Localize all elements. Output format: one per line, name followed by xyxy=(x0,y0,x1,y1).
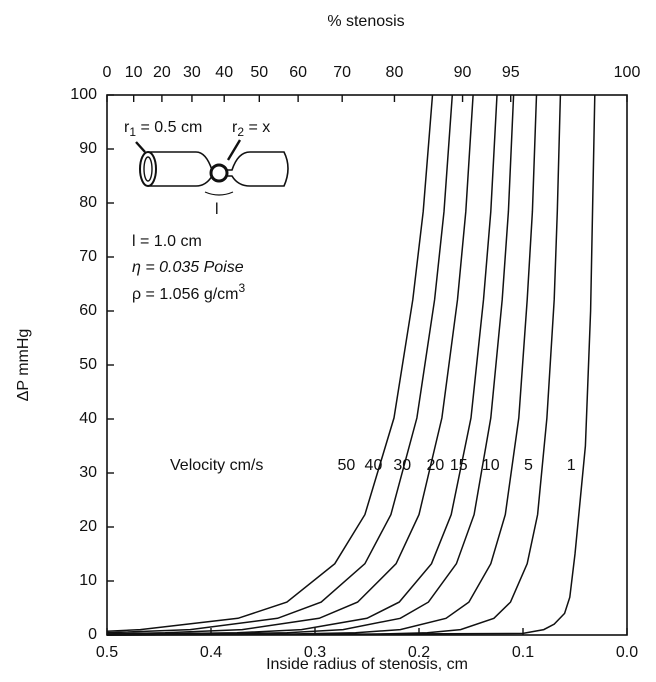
series-label: 20 xyxy=(426,457,444,474)
x2-tick-label: 10 xyxy=(125,64,143,81)
series-line xyxy=(106,94,498,636)
y-tick-label: 90 xyxy=(79,140,97,157)
series-label: 15 xyxy=(450,457,468,474)
x-tick-label: 0.5 xyxy=(96,644,118,661)
legend-title: Velocity cm/s xyxy=(170,457,263,474)
y-tick-label: 80 xyxy=(79,194,97,211)
x-tick-label: 0.4 xyxy=(200,644,222,661)
x2-tick-label: 30 xyxy=(183,64,201,81)
series-line xyxy=(106,94,474,635)
x2-tick-label: 60 xyxy=(289,64,307,81)
x2-tick-label: 95 xyxy=(502,64,520,81)
x-tick-label: 0.2 xyxy=(408,644,430,661)
y-tick-label: 60 xyxy=(79,302,97,319)
x2-tick-label: 50 xyxy=(250,64,268,81)
x2-tick-label: 100 xyxy=(614,64,641,81)
y-tick-label: 40 xyxy=(79,410,97,427)
x2-tick-label: 20 xyxy=(153,64,171,81)
series-line xyxy=(106,94,596,636)
x2-tick-label: 0 xyxy=(103,64,112,81)
x-tick-label: 0.0 xyxy=(616,644,638,661)
series-label: 30 xyxy=(393,457,411,474)
series-label: 5 xyxy=(524,457,533,474)
series-label: 40 xyxy=(365,457,383,474)
series-label: 50 xyxy=(338,457,356,474)
inset-r1: r1 = 0.5 cm xyxy=(124,119,202,139)
plot-frame xyxy=(106,94,628,636)
y-tick-label: 70 xyxy=(79,248,97,265)
inset-length-mark: l xyxy=(215,201,219,218)
series-label: 1 xyxy=(567,457,576,474)
x2-tick-label: 80 xyxy=(386,64,404,81)
chart-title: % stenosis xyxy=(327,13,404,30)
series-line xyxy=(106,94,515,636)
series-line xyxy=(106,94,434,632)
inset-r2: r2 = x xyxy=(232,119,270,139)
inset-viscosity: η = 0.035 Poise xyxy=(132,259,244,276)
x-tick-label: 0.3 xyxy=(304,644,326,661)
series-line xyxy=(106,94,538,636)
x2-tick-label: 40 xyxy=(215,64,233,81)
x-tick-label: 0.1 xyxy=(512,644,534,661)
y-tick-label: 10 xyxy=(79,572,97,589)
x-axis-label: Inside radius of stenosis, cm xyxy=(266,656,468,673)
series-line xyxy=(106,94,454,634)
x2-tick-label: 90 xyxy=(454,64,472,81)
y-tick-label: 50 xyxy=(79,356,97,373)
inset-density: ρ = 1.056 g/cm3 xyxy=(132,281,246,303)
y-tick-label: 100 xyxy=(70,86,97,103)
inset-length: l = 1.0 cm xyxy=(132,233,202,250)
y-tick-label: 30 xyxy=(79,464,97,481)
y-axis-label: ΔP mmHg xyxy=(15,329,32,402)
y-tick-label: 0 xyxy=(88,626,97,643)
y-tick-label: 20 xyxy=(79,518,97,535)
inset-diagram xyxy=(135,139,289,196)
x2-tick-label: 70 xyxy=(333,64,351,81)
series-label: 10 xyxy=(482,457,500,474)
